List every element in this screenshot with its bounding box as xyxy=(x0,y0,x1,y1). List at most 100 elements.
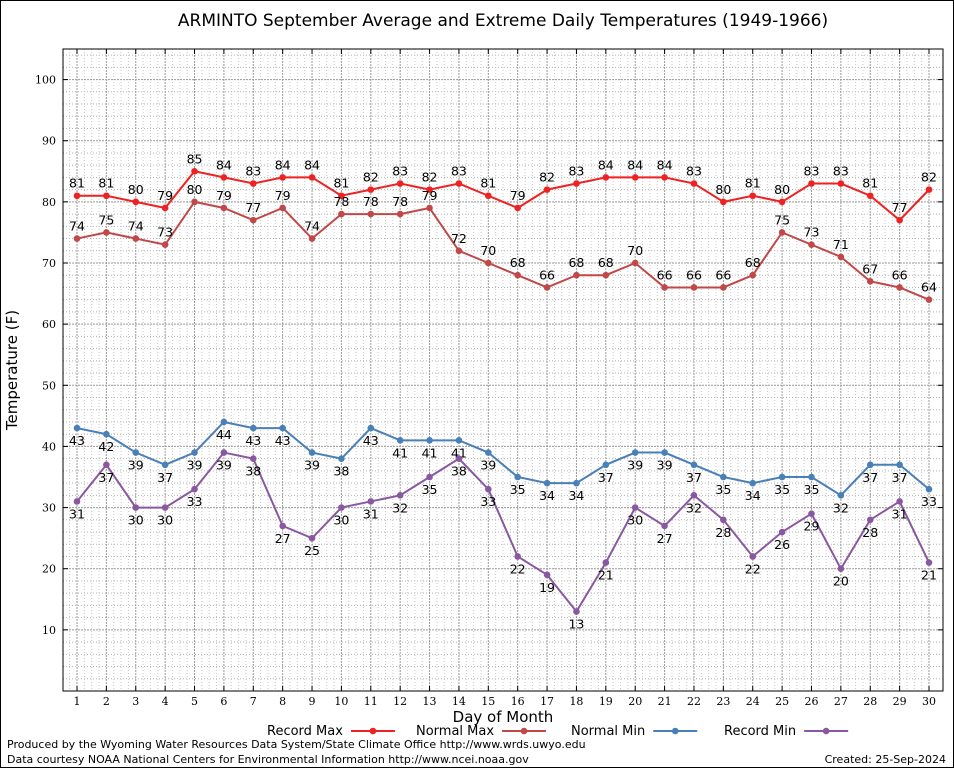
record-min-point xyxy=(161,504,169,511)
normal-max-data-label: 68 xyxy=(510,255,526,270)
record-min-point xyxy=(73,498,81,505)
record-min-point xyxy=(485,485,492,493)
record-min-data-label: 21 xyxy=(921,568,937,583)
normal-min-data-label: 35 xyxy=(804,482,820,497)
normal-min-point xyxy=(455,437,463,444)
x-tick-label: 27 xyxy=(834,695,848,708)
record-min-point xyxy=(866,516,874,524)
grid xyxy=(63,49,943,691)
normal-max-data-label: 73 xyxy=(804,225,820,240)
normal-min-data-label: 37 xyxy=(157,470,173,485)
normal-min-data-label: 35 xyxy=(510,482,526,497)
normal-min-point xyxy=(808,473,815,481)
record-max-data-label: 84 xyxy=(657,157,673,172)
normal-min-data-label: 41 xyxy=(422,445,438,460)
record-max-data-label: 83 xyxy=(833,164,849,179)
record-max-point xyxy=(602,174,610,181)
record-min-data-label: 31 xyxy=(69,506,85,521)
x-tick-label: 26 xyxy=(804,695,818,708)
normal-min-point xyxy=(749,479,757,487)
normal-max-data-label: 73 xyxy=(157,225,173,240)
normal-min-data-label: 37 xyxy=(598,470,614,485)
normal-min-data-label: 39 xyxy=(187,458,203,473)
record-max-data-label: 81 xyxy=(862,176,878,191)
record-max-data-label: 82 xyxy=(363,170,379,185)
normal-min-data-label: 34 xyxy=(539,488,555,503)
normal-max-point xyxy=(191,198,198,206)
record-min-data-label: 19 xyxy=(539,580,555,595)
x-tick-label: 12 xyxy=(393,695,407,708)
normal-min-data-label: 43 xyxy=(245,433,261,448)
record-max-data-label: 82 xyxy=(921,170,937,185)
y-tick-label: 90 xyxy=(42,135,56,148)
record-max-point xyxy=(925,186,933,193)
y-tick-label: 50 xyxy=(42,379,56,392)
record-min-data-label: 37 xyxy=(98,470,114,485)
x-tick-label: 18 xyxy=(569,695,583,708)
normal-min-point xyxy=(279,424,286,432)
normal-max-point xyxy=(749,271,757,279)
record-min-line xyxy=(76,451,930,614)
normal-max-data-label: 79 xyxy=(422,188,438,203)
record-max-data-label: 79 xyxy=(510,188,526,203)
normal-min-data-label: 39 xyxy=(480,458,496,473)
x-tick-label: 20 xyxy=(628,695,642,708)
record-min-data-label: 26 xyxy=(774,537,790,552)
normal-max-point xyxy=(73,235,81,242)
record-max-data-label: 83 xyxy=(804,164,820,179)
normal-max-point xyxy=(161,241,169,248)
normal-min-data-label: 39 xyxy=(627,458,643,473)
record-min-point xyxy=(896,498,903,505)
record-max-point xyxy=(396,180,404,187)
legend: Record Max Normal Max Normal Min Record Min xyxy=(267,724,849,739)
x-tick-label: 2 xyxy=(103,695,110,708)
x-tick-label: 25 xyxy=(775,695,789,708)
normal-max-point xyxy=(396,210,404,218)
record-max-data-label: 79 xyxy=(157,188,173,203)
normal-max-point xyxy=(220,204,228,212)
record-max-point xyxy=(220,174,228,181)
normal-max-point xyxy=(279,204,286,212)
normal-min-data-label: 34 xyxy=(568,488,584,503)
normal-max-point xyxy=(925,296,933,303)
record-min-point xyxy=(367,498,375,505)
record-min-point xyxy=(103,461,110,469)
record-min-point xyxy=(602,559,610,566)
normal-min-point xyxy=(514,473,521,481)
record-min-data-label: 28 xyxy=(862,525,878,540)
record-min-point xyxy=(631,504,639,511)
normal-max-data-label: 78 xyxy=(333,194,349,209)
normal-max-data-label: 75 xyxy=(774,212,790,227)
record-max-data-label: 81 xyxy=(745,176,761,191)
x-tick-label: 23 xyxy=(716,695,730,708)
footer-created-date: Created: 25-Sep-2024 xyxy=(824,753,946,766)
normal-min-point xyxy=(103,430,110,438)
record-max-point xyxy=(720,198,727,206)
record-max-point xyxy=(514,204,521,212)
normal-max-data-label: 70 xyxy=(627,243,643,258)
record-max-data-label: 81 xyxy=(69,176,85,191)
normal-min-point xyxy=(308,449,316,456)
record-min-data-label: 30 xyxy=(128,513,144,528)
normal-min-data-label: 37 xyxy=(892,470,908,485)
x-tick-label: 16 xyxy=(511,695,525,708)
normal-min-data-label: 33 xyxy=(921,494,937,509)
legend-swatch-marker xyxy=(822,727,830,735)
plot-area xyxy=(62,48,944,692)
normal-max-data-label: 75 xyxy=(98,212,114,227)
y-tick-label: 80 xyxy=(42,196,56,209)
record-min-data-label: 20 xyxy=(833,574,849,589)
normal-min-point xyxy=(573,479,580,487)
normal-max-data-label: 74 xyxy=(128,219,144,234)
record-min-point xyxy=(573,608,580,615)
record-max-data-label: 82 xyxy=(539,170,555,185)
legend-label: Record Min xyxy=(724,724,796,739)
x-tick-label: 28 xyxy=(863,695,877,708)
record-max-data-label: 84 xyxy=(304,157,320,172)
normal-max-data-label: 71 xyxy=(833,237,849,252)
record-max-data-label: 83 xyxy=(392,164,408,179)
x-tick-label: 30 xyxy=(922,695,936,708)
normal-max-point xyxy=(455,247,463,255)
record-max-data-label: 83 xyxy=(686,164,702,179)
x-tick-label: 15 xyxy=(481,695,495,708)
